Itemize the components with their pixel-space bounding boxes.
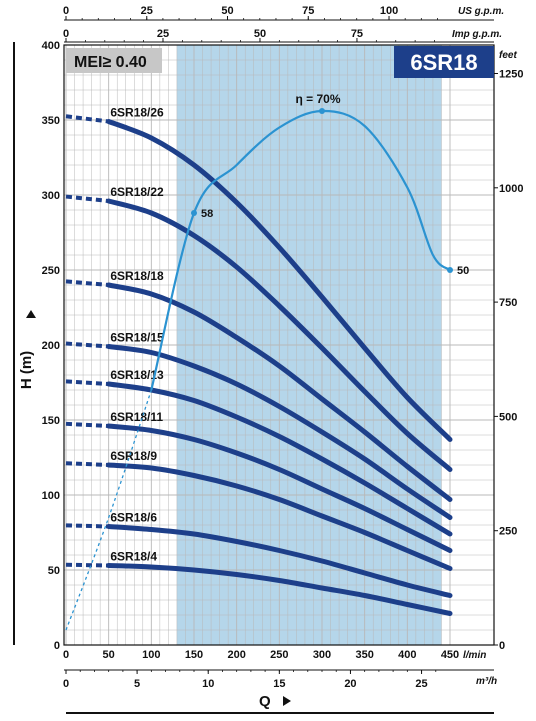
feet-tick-label: 500 [499, 411, 517, 423]
m3h-tick-label: 20 [344, 678, 356, 690]
pump-curve [106, 423, 453, 553]
efficiency-layer: η = 70% 58 50 [65, 92, 469, 631]
q-axis-title: Q [259, 693, 271, 710]
curve-dash-start [65, 341, 109, 349]
us-gpm-tick-label: 75 [302, 5, 314, 17]
efficiency-point-label: 58 [201, 208, 213, 220]
curve-label: 6SR18/4 [110, 550, 157, 564]
x-tick-label: 0 [63, 649, 69, 661]
plot-frame [63, 44, 495, 646]
pump-curve [106, 381, 453, 537]
pump-curve [106, 524, 453, 598]
y-tick-label: 200 [42, 340, 60, 352]
curve-dash-start [65, 523, 109, 529]
m3h-unit: m³/h [476, 676, 497, 687]
mei-badge: MEI≥ 0.40 [74, 54, 147, 71]
us-gpm-tick-label: 50 [221, 5, 233, 17]
bottom-rule [66, 712, 494, 714]
x-tick-label: 250 [270, 649, 288, 661]
feet-tick-label: 0 [499, 640, 505, 652]
m3h-tick-label: 25 [415, 678, 427, 690]
pump-curve [106, 563, 453, 616]
x-tick-label: 50 [103, 649, 115, 661]
curve-dash-start [65, 421, 109, 428]
curve-dash-start [65, 562, 109, 568]
pump-curve [106, 462, 453, 571]
curve-label: 6SR18/18 [110, 269, 164, 283]
y-tick-label: 300 [42, 190, 60, 202]
feet-tick-label: 750 [499, 297, 517, 309]
curve-dash-start [65, 194, 109, 203]
efficiency-point [191, 210, 197, 216]
efficiency-point [447, 267, 453, 273]
curve-label: 6SR18/6 [110, 511, 157, 525]
m3h-tick-label: 10 [202, 678, 214, 690]
curve-dash-start [65, 379, 109, 386]
m3h-tick-label: 5 [134, 678, 140, 690]
us-gpm-tick-label: 100 [380, 5, 398, 17]
m3h-tick-label: 15 [273, 678, 285, 690]
pump-curve [106, 119, 453, 442]
curve-label: 6SR18/22 [110, 185, 164, 199]
y-tick-label: 150 [42, 415, 60, 427]
y-tick-label: 0 [54, 640, 60, 652]
imp-gpm-unit: Imp g.p.m. [452, 29, 502, 40]
imp-gpm-tick-label: 50 [254, 28, 266, 40]
imp-gpm-tick-label: 25 [157, 28, 169, 40]
curve-label: 6SR18/15 [110, 331, 164, 345]
curve-dash-start [65, 114, 109, 124]
pump-curve [106, 344, 453, 520]
imp-gpm-tick-label: 0 [63, 28, 69, 40]
x-tick-label: 100 [142, 649, 160, 661]
q-axis-arrow-icon [283, 696, 291, 706]
curve-label: 6SR18/11 [110, 410, 163, 424]
feet-tick-label: 250 [499, 526, 517, 538]
x-tick-label: 450 [441, 649, 459, 661]
feet-unit: feet [499, 50, 517, 61]
efficiency-curve-dashed [65, 389, 152, 631]
left-rule [13, 42, 15, 645]
y-tick-label: 250 [42, 265, 60, 277]
model-badge: 6SR18 [410, 50, 477, 75]
y-tick-label: 350 [42, 115, 60, 127]
m3h-tick-label: 0 [63, 678, 69, 690]
pump-curve [106, 198, 453, 472]
lmin-unit: l/min [463, 650, 486, 661]
curve-label: 6SR18/9 [110, 449, 157, 463]
x-tick-label: 200 [227, 649, 245, 661]
frame-layer [63, 16, 498, 674]
curve-label: 6SR18/26 [110, 106, 164, 120]
y-tick-label: 100 [42, 490, 60, 502]
efficiency-peak-label: η = 70% [295, 92, 340, 106]
y-tick-label: 400 [42, 40, 60, 52]
h-axis-arrow-icon [26, 310, 36, 318]
curve-label: 6SR18/13 [110, 368, 164, 382]
pump-curve [106, 282, 453, 502]
us-gpm-tick-label: 0 [63, 5, 69, 17]
imp-gpm-tick-label: 75 [351, 28, 363, 40]
efficiency-point-label: 50 [457, 265, 469, 277]
model-badge-box [394, 46, 494, 78]
curve-dash-start [65, 279, 109, 287]
curves-layer: 6SR18/26 6SR18/22 6SR18/18 6SR18/15 6SR18/13… [65, 106, 453, 616]
us-gpm-unit: US g.p.m. [458, 6, 504, 17]
x-tick-label: 350 [355, 649, 373, 661]
x-tick-label: 150 [185, 649, 203, 661]
efficiency-peak-point [319, 108, 325, 114]
x-tick-label: 400 [398, 649, 416, 661]
us-gpm-tick-label: 25 [141, 5, 153, 17]
feet-tick-label: 1250 [499, 69, 523, 81]
feet-tick-label: 1000 [499, 183, 523, 195]
h-axis-title: H (m) [18, 351, 35, 389]
y-tick-label: 50 [48, 565, 60, 577]
mei-badge-box [66, 48, 162, 73]
x-tick-label: 300 [313, 649, 331, 661]
curve-dash-start [65, 461, 109, 467]
